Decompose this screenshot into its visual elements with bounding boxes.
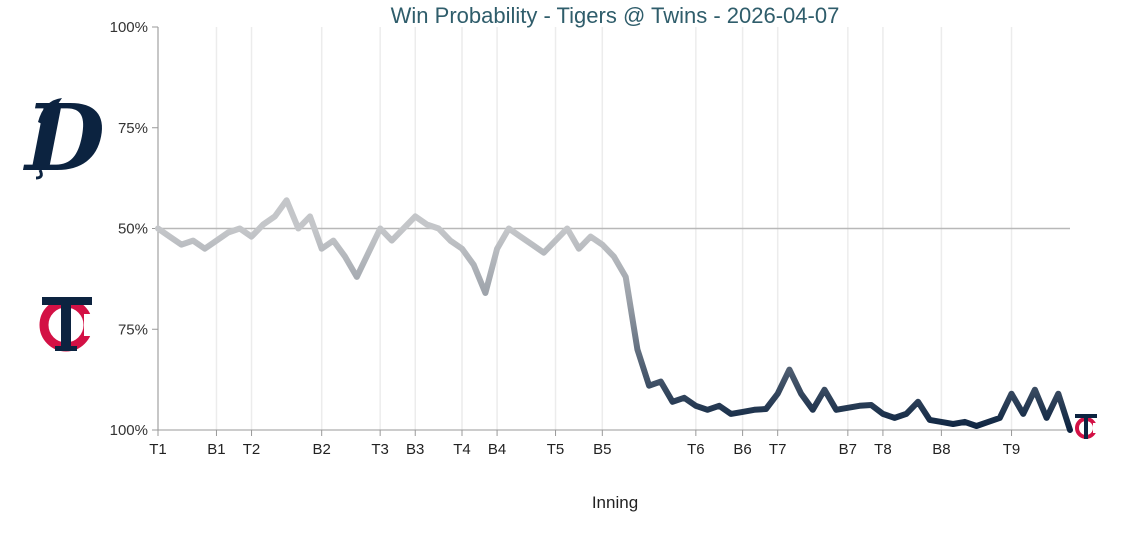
series-line <box>155 197 1073 433</box>
x-tick-label: B4 <box>488 441 506 458</box>
x-axis: T1 B1 T2 B2 T3 B3 T4 B4 T5 B5 T6 B6 T7 B7 T8 B8 T9 <box>149 429 1070 458</box>
x-tick-label: T2 <box>243 441 261 458</box>
x-tick-label: B3 <box>406 441 424 458</box>
y-axis: 100% 75% 50% 75% 100% <box>110 19 159 439</box>
twins-end-marker-icon <box>1075 414 1099 439</box>
x-tick-label: T3 <box>371 441 389 458</box>
y-tick-label: 75% <box>118 120 148 137</box>
svg-text:D: D <box>22 84 105 192</box>
x-tick-label: T5 <box>547 441 565 458</box>
x-tick-label: B7 <box>839 441 857 458</box>
x-axis-label: Inning <box>592 493 638 512</box>
tigers-logo-icon: D <box>22 84 105 192</box>
x-tick-label: B6 <box>733 441 751 458</box>
x-tick-label: T6 <box>687 441 705 458</box>
y-tick-label: 75% <box>118 321 148 338</box>
y-tick-label: 50% <box>118 221 148 238</box>
chart-title: Win Probability - Tigers @ Twins - 2026-… <box>391 3 840 28</box>
y-tick-label: 100% <box>110 19 148 36</box>
x-tick-label: B1 <box>207 441 225 458</box>
x-tick-label: T1 <box>149 441 167 458</box>
x-tick-label: T9 <box>1003 441 1021 458</box>
x-tick-label: B5 <box>593 441 611 458</box>
x-tick-label: T7 <box>769 441 787 458</box>
y-tick-label: 100% <box>110 422 148 439</box>
twins-logo-icon <box>39 297 98 352</box>
x-tick-label: B2 <box>313 441 331 458</box>
x-tick-label: T4 <box>453 441 471 458</box>
x-tick-label: B8 <box>932 441 950 458</box>
x-tick-label: T8 <box>874 441 892 458</box>
